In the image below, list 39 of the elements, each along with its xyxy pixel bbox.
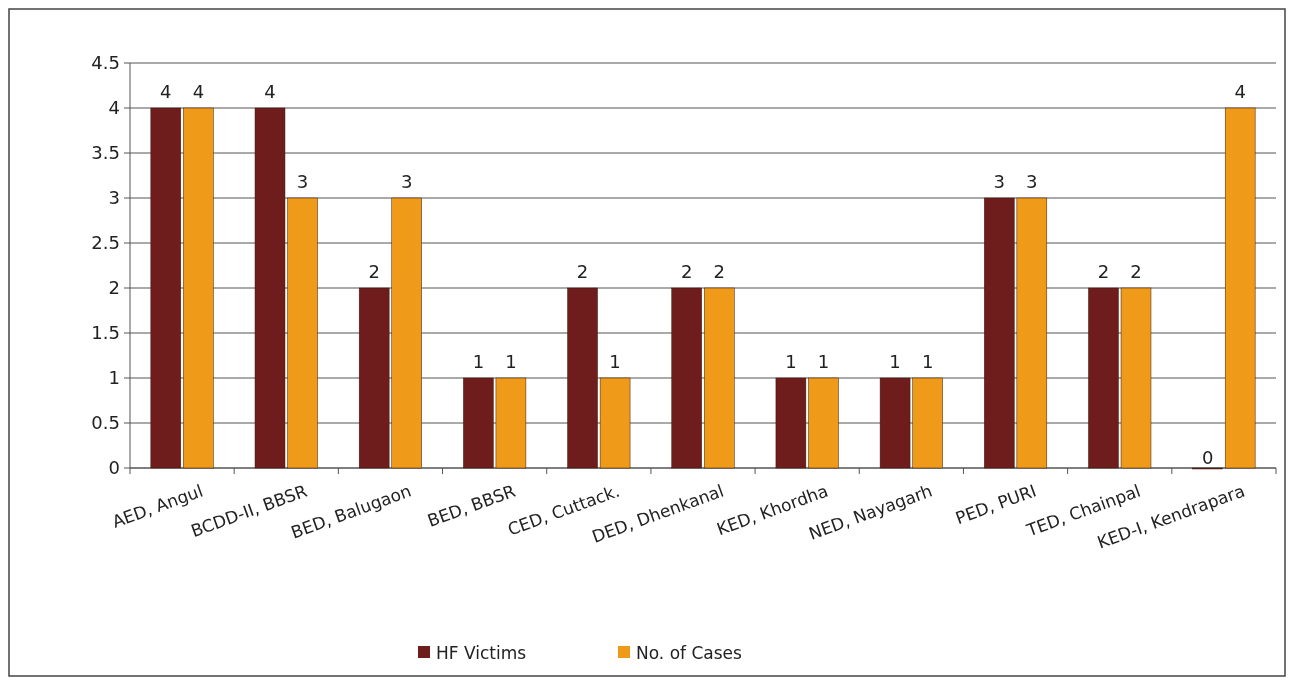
data-label: 0 (1201, 447, 1214, 468)
data-label: 3 (296, 171, 309, 192)
data-label: 1 (921, 351, 934, 372)
data-label: 4 (1234, 81, 1246, 102)
data-label: 4 (160, 81, 172, 102)
data-label: 3 (1026, 171, 1038, 192)
y-tick-label: 1.5 (91, 322, 120, 344)
data-label: 2 (368, 261, 380, 282)
y-tick-label: 0.5 (91, 412, 120, 434)
bar (704, 287, 735, 469)
y-tick-label: 0 (108, 457, 120, 479)
bar (183, 107, 214, 469)
data-label: 2 (681, 261, 693, 282)
y-tick-label: 3 (108, 187, 120, 209)
bar (1224, 107, 1256, 469)
y-tick-label: 4 (108, 97, 120, 119)
data-label: 2 (576, 261, 589, 282)
data-label: 3 (993, 171, 1005, 192)
data-label: 1 (609, 351, 621, 372)
y-tick-label: 4.5 (91, 52, 120, 74)
y-tick-label: 3.5 (91, 142, 120, 164)
legend-label: HF Victims (436, 642, 527, 663)
data-label: 1 (472, 351, 485, 372)
y-tick-label: 1 (108, 367, 120, 389)
data-label: 2 (713, 261, 725, 282)
data-label: 1 (889, 351, 901, 372)
data-label: 1 (505, 351, 517, 372)
data-label: 2 (1130, 261, 1142, 282)
data-label: 1 (817, 351, 830, 372)
bar (671, 287, 702, 469)
data-label: 4 (264, 81, 276, 102)
y-tick-label: 2 (108, 277, 120, 299)
data-label: 4 (192, 81, 205, 102)
data-label: 2 (1097, 261, 1110, 282)
data-label: 3 (401, 171, 413, 192)
y-tick-label: 2.5 (91, 232, 120, 254)
data-label: 1 (785, 351, 797, 372)
bar (150, 107, 182, 469)
legend-label: No. of Cases (636, 642, 743, 663)
